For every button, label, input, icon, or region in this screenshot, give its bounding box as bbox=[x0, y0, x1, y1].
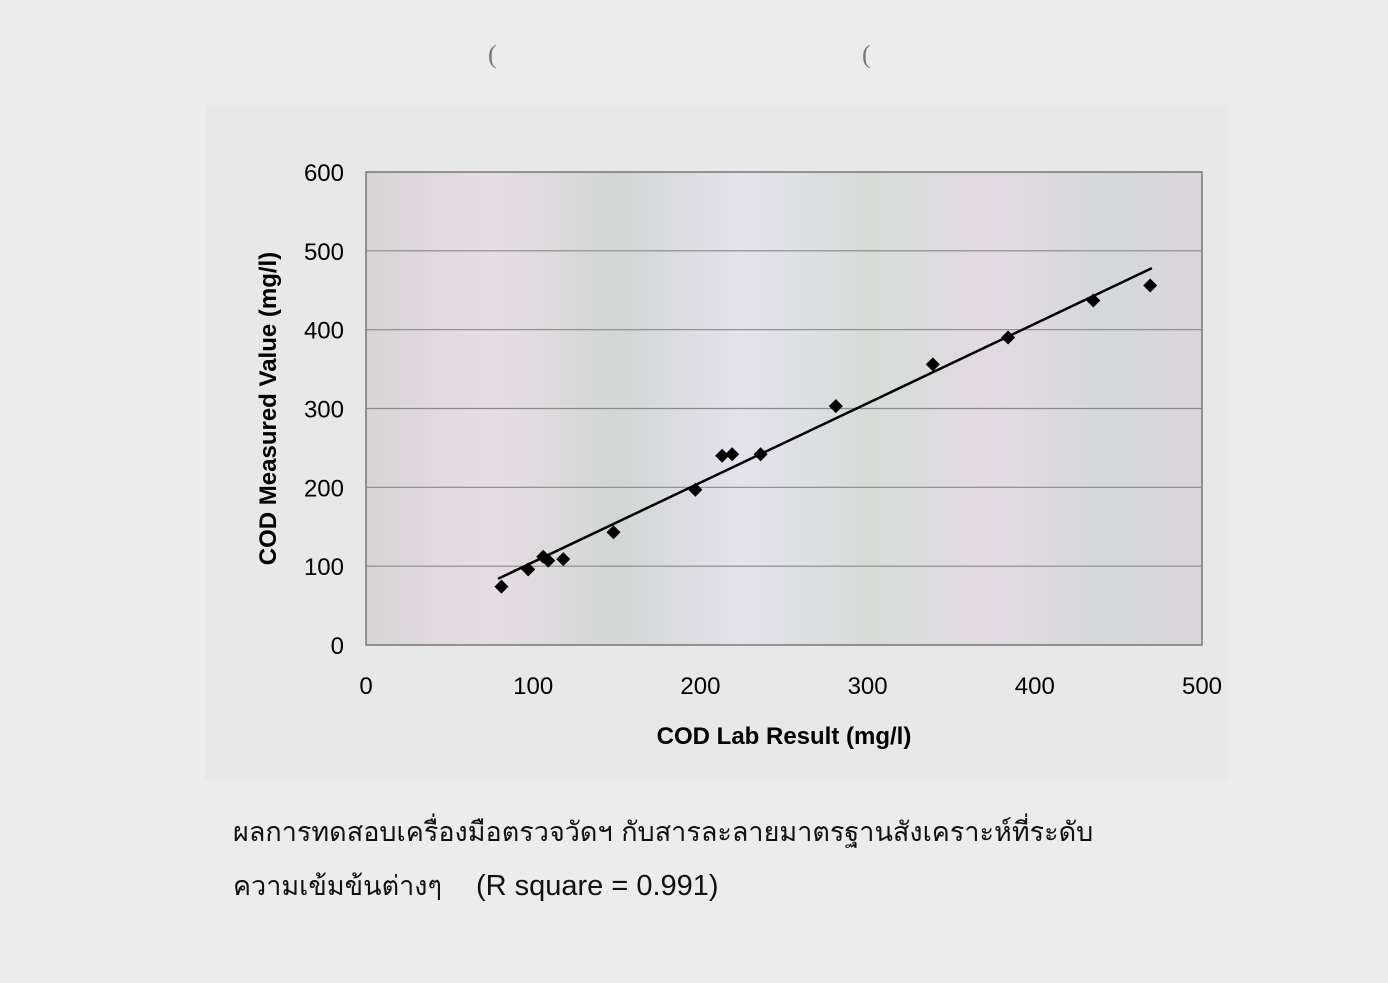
caption-line-2-text: ความเข้มข้นต่างๆ bbox=[233, 871, 442, 902]
y-tick-label: 200 bbox=[304, 475, 344, 502]
data-point bbox=[725, 447, 740, 462]
x-tick-label: 400 bbox=[1015, 673, 1055, 700]
data-point bbox=[1086, 293, 1101, 308]
trendline bbox=[497, 267, 1153, 580]
x-tick-label: 100 bbox=[513, 673, 553, 700]
data-point bbox=[753, 447, 768, 462]
y-tick-label: 300 bbox=[304, 397, 344, 424]
data-point bbox=[828, 399, 843, 414]
y-axis-ticks: 0 100 200 300 400 500 600 bbox=[304, 160, 344, 660]
caption-line-1: ผลการทดสอบเครื่องมือตรวจวัดฯ กับสารละลาย… bbox=[233, 817, 1094, 848]
x-tick-label: 300 bbox=[848, 673, 888, 700]
caption-line-2: ความเข้มข้นต่างๆ (R square = 0.991) bbox=[233, 864, 719, 907]
y-tick-label: 100 bbox=[304, 554, 344, 581]
scan-mark: ( bbox=[488, 40, 497, 69]
r-square-label: (R square = 0.991) bbox=[475, 870, 719, 902]
data-point bbox=[1001, 330, 1016, 345]
y-tick-label: 600 bbox=[304, 160, 344, 187]
data-point bbox=[715, 448, 730, 463]
data-point bbox=[521, 562, 536, 577]
scan-mark: ( bbox=[862, 40, 871, 69]
x-axis-title: COD Lab Result (mg/l) bbox=[657, 723, 912, 750]
data-point bbox=[1143, 278, 1158, 293]
data-point bbox=[688, 482, 703, 497]
x-axis-ticks: 0 100 200 300 400 500 bbox=[359, 673, 1222, 700]
data-point bbox=[494, 579, 509, 594]
x-tick-label: 500 bbox=[1182, 673, 1222, 700]
y-tick-label: 500 bbox=[304, 239, 344, 266]
data-point bbox=[606, 525, 621, 540]
y-tick-label: 400 bbox=[304, 318, 344, 345]
data-point bbox=[556, 552, 571, 567]
data-points bbox=[494, 278, 1158, 594]
x-tick-label: 0 bbox=[359, 673, 372, 700]
data-point bbox=[925, 357, 940, 372]
y-axis-title: COD Measured Value (mg/l) bbox=[255, 252, 282, 565]
y-tick-label: 0 bbox=[331, 633, 344, 660]
data-point bbox=[541, 553, 556, 568]
gridlines bbox=[366, 250, 1202, 567]
x-tick-label: 200 bbox=[680, 673, 720, 700]
